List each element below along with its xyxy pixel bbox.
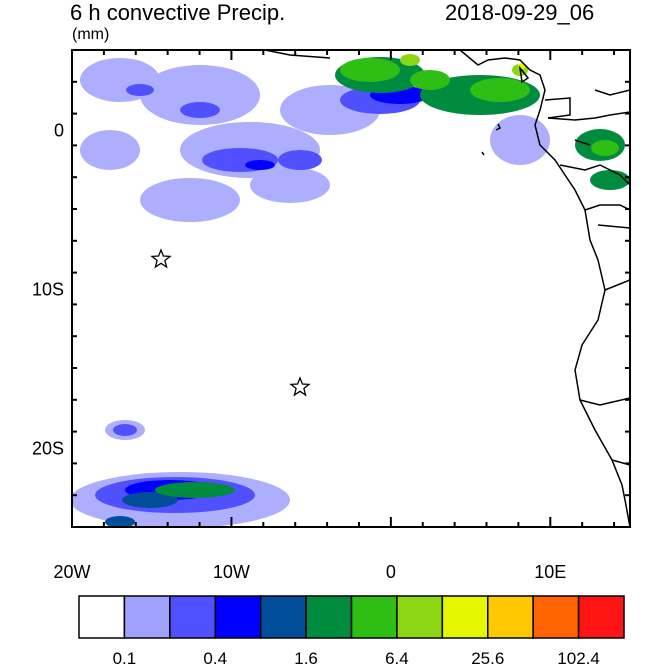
y-tick-label: 10S	[32, 280, 64, 300]
y-axis-labels: 0 10S 20S	[32, 121, 64, 459]
colorbar-swatch	[305, 595, 353, 639]
colorbar-labels: 0.1 0.4 1.6 6.4 25.6 102.4	[113, 649, 600, 667]
colorbar-label: 1.6	[294, 649, 318, 667]
colorbar-label: 0.1	[113, 649, 137, 667]
y-tick-label: 0	[54, 121, 64, 141]
colorbar	[78, 595, 625, 639]
units-label: (mm)	[72, 26, 110, 43]
x-tick-label: 0	[386, 562, 396, 582]
colorbar-label: 0.4	[203, 649, 227, 667]
colorbar-swatch	[532, 595, 580, 639]
colorbar-swatch	[396, 595, 444, 639]
markers	[150, 248, 311, 397]
colorbar-swatch	[441, 595, 489, 639]
x-tick-label: 20W	[53, 562, 90, 582]
colorbar-label: 6.4	[385, 649, 409, 667]
star-marker-st-helena	[289, 376, 311, 397]
colorbar-swatch	[169, 595, 216, 639]
x-axis-labels: 20W 10W 0 10E	[53, 562, 566, 582]
colorbar-swatch	[123, 595, 171, 639]
colorbar-label: 25.6	[471, 649, 504, 667]
x-tick-label: 10E	[534, 562, 566, 582]
plot-frame	[71, 49, 631, 528]
star-marker-ascension	[150, 248, 172, 269]
x-tick-label: 10W	[213, 562, 250, 582]
colorbar-swatch	[487, 595, 534, 639]
colorbar-swatch	[350, 595, 398, 639]
valid-time: 2018-09-29_06	[445, 0, 595, 25]
colorbar-label: 102.4	[557, 649, 600, 667]
coastline	[264, 50, 630, 527]
colorbar-swatch	[577, 595, 625, 639]
colorbar-swatch	[259, 595, 307, 639]
precip-overlay	[72, 54, 630, 527]
axis-ticks	[71, 49, 630, 528]
colorbar-swatch	[214, 595, 262, 639]
map-title: 6 h convective Precip.	[70, 0, 286, 25]
y-tick-label: 20S	[32, 439, 64, 459]
colorbar-swatch	[78, 595, 126, 639]
